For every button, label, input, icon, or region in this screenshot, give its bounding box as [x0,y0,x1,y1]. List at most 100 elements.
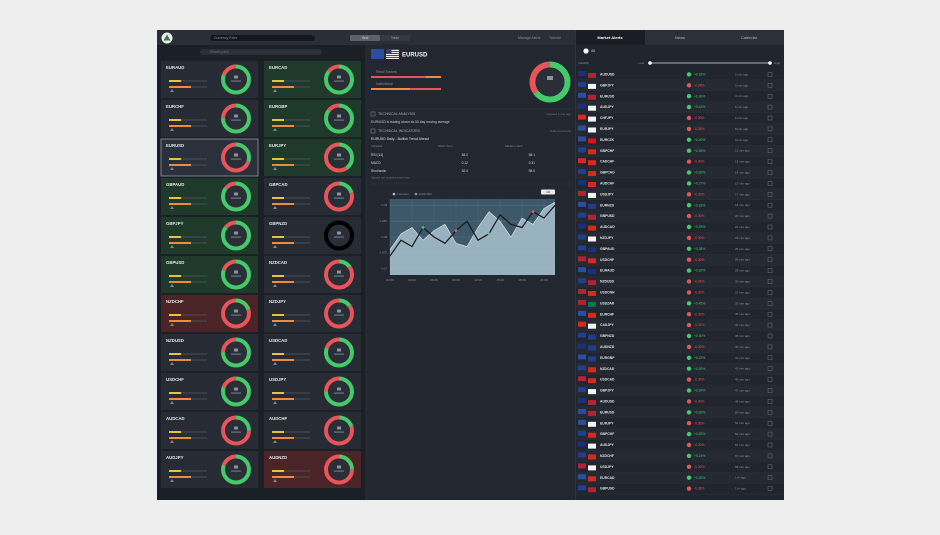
alert-checkbox[interactable] [767,159,773,164]
tab[interactable]: News [675,35,685,40]
ring-inner [225,147,247,168]
flag [578,158,586,164]
range-button[interactable] [541,189,555,195]
alert-checkbox[interactable] [767,410,773,415]
flag [588,182,596,187]
alert-pair: AUDUSD [600,72,615,76]
alert-checkbox[interactable] [767,301,773,306]
alert-checkbox[interactable] [767,246,773,252]
toggle-active[interactable] [350,35,380,41]
alert-icon [686,301,692,306]
alert-checkbox[interactable] [767,202,773,208]
alert-icon [686,322,692,328]
meter-bg [272,275,310,277]
flag [588,149,596,155]
flag-stripe [386,55,399,56]
toggle-inactive[interactable] [380,35,410,41]
ring-caption [334,119,344,121]
alert-checkbox[interactable] [767,322,773,328]
alert-checkbox[interactable] [767,344,773,350]
alert-icon [686,355,692,360]
flag [578,169,586,175]
alert-checkbox[interactable] [767,72,773,77]
flag [588,312,596,318]
alert-checkbox[interactable] [767,181,773,186]
search-box[interactable] [210,35,315,41]
ring-caption [334,353,344,355]
alert-checkbox[interactable] [767,192,773,197]
ring-inner [328,420,350,441]
toggle-label[interactable]: Table [391,36,399,40]
alert-time: 31 min ago [735,290,750,294]
alert-checkbox[interactable] [767,148,773,153]
meter [272,314,284,316]
alert-checkbox[interactable] [767,104,773,110]
alert-checkbox[interactable] [767,224,773,230]
alert-icon [686,159,692,164]
alert-checkbox[interactable] [767,453,773,459]
trend-icon [273,284,277,287]
ring-inner [328,225,350,246]
alert-checkbox[interactable] [767,388,773,393]
alert-checkbox[interactable] [767,333,773,339]
alert-checkbox[interactable] [767,83,773,88]
filter-radio[interactable] [583,48,589,54]
alert-change: -0.30% [694,214,705,218]
slider-handle[interactable] [648,61,652,65]
section-title: TECHNICAL ANALYSIS [378,112,416,116]
alert-checkbox[interactable] [767,257,773,262]
alert-checkbox[interactable] [767,399,773,404]
alert-checkbox[interactable] [767,475,773,480]
trend-icon [170,323,174,326]
alert-checkbox[interactable] [767,126,773,132]
meter [169,476,191,478]
flag [588,94,596,100]
alert-checkbox[interactable] [767,290,773,295]
ring-caption [231,431,241,433]
meter [169,242,191,244]
meter-bg [169,119,207,121]
alert-checkbox[interactable] [767,311,773,317]
alert-checkbox[interactable] [767,235,773,241]
trend-icon [170,401,174,404]
alert-checkbox[interactable] [767,137,773,143]
slider-handle[interactable] [768,61,772,65]
alert-change: -0.30% [694,399,705,403]
grid-search[interactable] [200,49,322,55]
alert-checkbox[interactable] [767,170,773,175]
flag [578,103,586,109]
toggle-label[interactable]: Grid [362,36,369,40]
alert-checkbox[interactable] [767,213,773,219]
flag [588,269,596,275]
alert-checkbox[interactable] [767,93,773,99]
alert-checkbox[interactable] [767,377,773,382]
alert-time: 8 min ago [735,127,749,131]
meter [272,470,284,472]
alert-checkbox[interactable] [767,486,773,491]
alert-checkbox[interactable] [767,464,773,470]
search-placeholder[interactable]: Currency Pairs [214,36,237,40]
alert-checkbox[interactable] [767,279,773,284]
grid-search-placeholder[interactable]: Search pairs [210,50,229,54]
meter-bg [272,158,310,160]
alert-checkbox[interactable] [767,355,773,361]
alert-icon [686,257,692,262]
alert-checkbox[interactable] [767,268,773,273]
pair-name: AUDCHF [269,416,288,421]
table-note: Signals are updated every hour [371,176,410,180]
alert-checkbox[interactable] [767,115,773,121]
header-action[interactable]: Manage Alerts [518,36,541,40]
alert-checkbox[interactable] [767,431,773,437]
alert-checkbox[interactable] [767,442,773,448]
tab[interactable]: Market Alerts [597,35,623,40]
alert-change: -0.30% [694,290,705,294]
flag [578,376,586,382]
alert-change: -0.30% [694,378,705,382]
ring-caption [334,197,344,199]
flag [578,332,586,338]
tab[interactable]: Calendar [741,35,758,40]
header-action[interactable]: Tutorial [549,36,561,40]
alert-checkbox[interactable] [767,420,773,426]
ring-bear [324,415,354,446]
alert-checkbox[interactable] [767,366,773,371]
